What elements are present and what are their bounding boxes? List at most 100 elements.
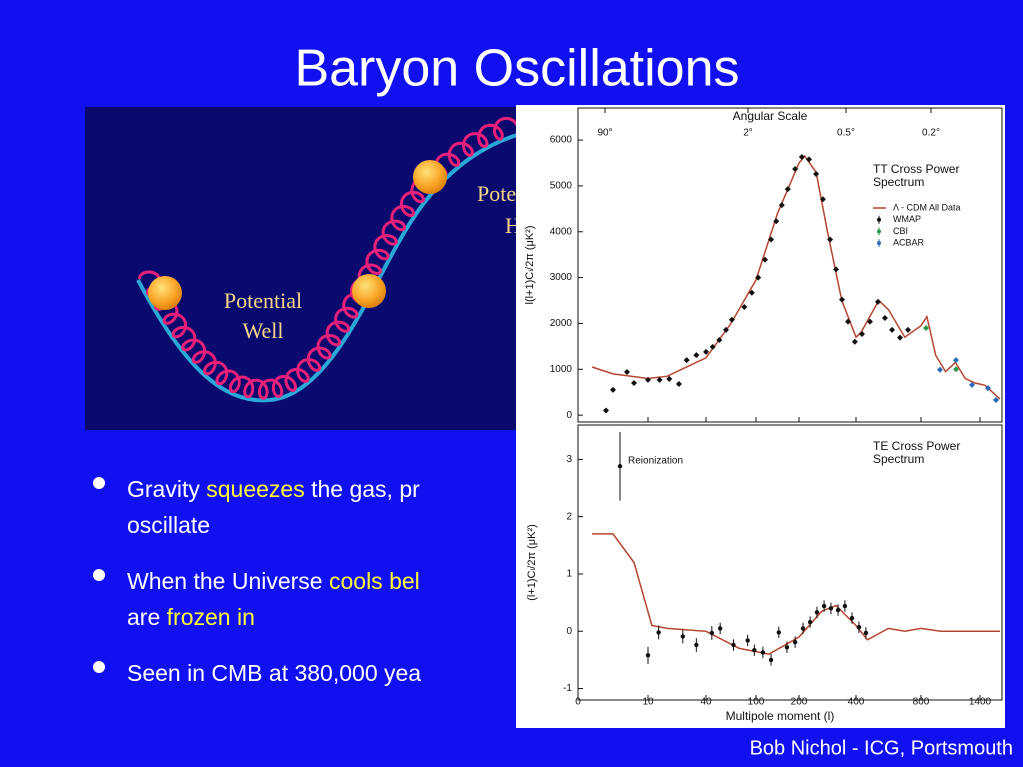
top-tick-label: 90° xyxy=(597,128,612,139)
data-point xyxy=(731,642,736,648)
x-tick-label: 1400 xyxy=(969,697,992,708)
y-tick-label: 1000 xyxy=(550,364,573,375)
data-point xyxy=(728,316,735,323)
bullet-text: Gravity squeezes the gas, pr xyxy=(127,476,420,502)
data-point xyxy=(805,156,812,163)
data-point xyxy=(897,334,904,341)
slide-title: Baryon Oscillations xyxy=(294,40,739,98)
data-point xyxy=(835,607,841,613)
data-point xyxy=(813,171,820,178)
bullet-text: are frozen in xyxy=(127,604,255,630)
data-point xyxy=(675,380,682,387)
data-point xyxy=(683,357,690,364)
data-point xyxy=(768,236,775,243)
y-tick-label: 4000 xyxy=(550,226,573,237)
text-run: frozen in xyxy=(167,604,255,630)
diagram-label: Well xyxy=(243,318,284,343)
data-point xyxy=(851,338,858,345)
panel-title: Spectrum xyxy=(873,452,924,466)
data-point xyxy=(776,630,781,635)
data-point xyxy=(807,619,813,625)
data-point xyxy=(821,603,827,609)
data-point xyxy=(768,657,774,663)
y-tick-label: 0 xyxy=(566,410,572,421)
data-point xyxy=(849,615,855,621)
data-point xyxy=(784,186,791,193)
y-tick-label: 2 xyxy=(566,511,572,522)
text-run: squeezes xyxy=(206,476,304,502)
data-point xyxy=(666,375,673,382)
diagram-label: Potential xyxy=(224,288,302,313)
legend-label: Λ - CDM All Data xyxy=(893,202,961,212)
data-point xyxy=(709,630,715,636)
data-point xyxy=(923,325,930,332)
data-point xyxy=(800,626,806,631)
bullet-text: When the Universe cools bel xyxy=(127,568,420,594)
top-tick-label: 2° xyxy=(743,128,753,139)
legend-label: WMAP xyxy=(893,214,921,224)
data-point xyxy=(617,464,623,469)
plot-frame xyxy=(577,424,1003,701)
plot-frame xyxy=(577,107,1003,423)
ball xyxy=(352,274,386,308)
data-point xyxy=(656,376,663,383)
y-axis-title: (l+1)Cₗ/2π (μK²) xyxy=(526,524,538,601)
data-point xyxy=(833,266,840,273)
data-point xyxy=(953,357,960,364)
data-point xyxy=(839,296,846,303)
footer: Bob Nichol - ICG, Portsmouth xyxy=(750,737,1013,759)
data-point xyxy=(845,318,852,325)
data-point xyxy=(969,381,976,388)
y-axis-title: l(l+1)Cₗ/2π (μK²) xyxy=(524,225,536,304)
bullet-dot xyxy=(93,569,105,581)
data-point xyxy=(792,639,798,645)
panel-title: TE Cross Power xyxy=(873,439,960,453)
ball xyxy=(413,160,447,194)
data-point xyxy=(936,366,943,373)
y-tick-label: 3 xyxy=(566,454,572,465)
data-point xyxy=(863,630,869,636)
data-point xyxy=(755,274,762,281)
text-run: When the Universe xyxy=(127,568,329,594)
data-point xyxy=(745,638,750,643)
data-point xyxy=(716,336,723,343)
legend-label: CBI xyxy=(893,226,908,236)
data-point xyxy=(778,202,785,209)
ball xyxy=(148,276,182,310)
data-point xyxy=(856,625,862,630)
data-point xyxy=(953,366,960,373)
top-tick-label: 0.5° xyxy=(837,128,855,139)
data-point xyxy=(798,154,805,161)
data-point xyxy=(985,385,991,392)
data-point xyxy=(784,645,790,650)
data-point xyxy=(610,386,616,393)
top-tick-label: 0.2° xyxy=(922,128,940,139)
data-point xyxy=(717,626,723,631)
x-tick-label: 200 xyxy=(791,697,808,708)
legend-swatch xyxy=(877,217,881,222)
data-point xyxy=(703,348,709,355)
axis-title: Angular Scale xyxy=(733,109,808,123)
figure-background xyxy=(516,105,1005,728)
data-point xyxy=(760,650,766,655)
data-point xyxy=(694,642,699,648)
y-tick-label: 0 xyxy=(566,626,572,637)
data-point xyxy=(859,330,866,337)
data-point xyxy=(709,343,716,350)
data-point xyxy=(842,603,848,609)
panel-title: Spectrum xyxy=(873,175,924,189)
diagram-background xyxy=(85,107,517,430)
x-tick-label: 400 xyxy=(848,697,865,708)
text-run: cools bel xyxy=(329,568,420,594)
text-run: are xyxy=(127,604,167,630)
x-tick-label: 0 xyxy=(575,697,581,708)
legend-label: ACBAR xyxy=(893,237,925,247)
x-tick-label: 100 xyxy=(748,697,765,708)
bullet-dot xyxy=(93,661,105,673)
text-run: Gravity xyxy=(127,476,206,502)
data-point xyxy=(814,610,820,615)
text-run: the gas, pr xyxy=(305,476,420,502)
data-point xyxy=(752,647,757,653)
